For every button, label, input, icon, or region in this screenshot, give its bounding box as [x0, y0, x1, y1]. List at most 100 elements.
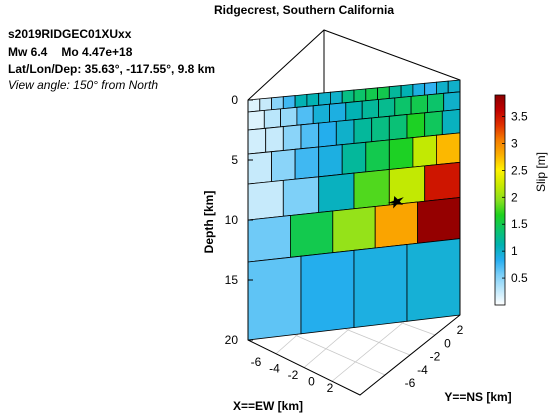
y-axis-label: Y==NS [km] — [444, 390, 511, 404]
slip-patch — [282, 95, 296, 110]
y-tick-label: -4 — [417, 363, 428, 377]
slip-patch — [353, 244, 408, 328]
slip-patch — [247, 255, 302, 341]
slip-patch — [426, 92, 445, 113]
slip-patch — [435, 132, 461, 166]
y-tick-label: -2 — [430, 350, 441, 364]
z-tick-label: 0 — [231, 93, 238, 107]
event-id: s2019RIDGEC01XUxx — [8, 27, 132, 41]
x-tick-label: -6 — [251, 355, 262, 369]
hypocenter-star — [387, 195, 404, 209]
colorbar-tick-label: 0.5 — [511, 271, 528, 285]
slip-patch — [394, 95, 412, 117]
slip-patch — [406, 238, 461, 322]
slip-patch — [412, 134, 437, 168]
slip-patch — [443, 91, 461, 112]
slip-patch — [365, 139, 390, 173]
z-tick-label: 15 — [225, 273, 239, 287]
z-tick-label: 20 — [225, 333, 239, 347]
slip-patch — [341, 89, 355, 104]
colorbar: 0.5 1 1.5 2 2.5 3 3.5 — [494, 94, 528, 306]
y-tick-label: -6 — [405, 376, 416, 390]
slip-patch — [400, 83, 414, 98]
slip-patch — [289, 210, 334, 258]
slip-patch — [447, 79, 461, 94]
slip-patch — [318, 144, 343, 178]
view-angle: View angle: 150° from North — [8, 78, 158, 92]
slip-patch — [282, 124, 302, 151]
slip-patch — [265, 126, 284, 153]
slip-patch — [353, 169, 390, 210]
slip-patch — [341, 141, 367, 175]
colorbar-tick-label: 1.5 — [511, 217, 528, 231]
slip-patch — [424, 161, 461, 202]
slip-patch — [388, 137, 414, 170]
slip-patch — [329, 90, 343, 105]
slip-patch — [318, 120, 337, 148]
seismic-moment: Mo 4.47e+18 — [61, 45, 133, 59]
slip-patch — [371, 115, 390, 143]
slip-patch — [378, 97, 396, 118]
slip-patch — [424, 110, 443, 137]
slip-patch — [374, 201, 419, 249]
slip-patch — [294, 93, 308, 108]
z-tick-label: 10 — [225, 213, 239, 227]
y-tick-label: 0 — [444, 336, 451, 350]
slip-patch — [306, 92, 320, 107]
colorbar-gradient — [494, 94, 506, 306]
chart-title: Ridgecrest, Southern California — [214, 3, 394, 17]
slip-patch — [435, 80, 449, 95]
slip-patch — [247, 127, 267, 155]
slip-patch — [361, 99, 379, 120]
slip-patch — [263, 108, 282, 129]
slip-patch — [353, 88, 367, 103]
hypocenter-location: Lat/Lon/Dep: 35.63°, -117.55°, 9.8 km — [8, 62, 216, 76]
box-bottom-edges — [247, 314, 461, 396]
slip-patch — [247, 109, 265, 131]
slip-patch — [312, 103, 330, 125]
slip-patches — [247, 79, 461, 341]
slip-patch — [282, 176, 320, 217]
slip-patch — [332, 206, 376, 254]
slip-patch — [300, 249, 355, 335]
slip-patch — [406, 112, 426, 139]
slip-patch — [412, 82, 426, 97]
slip-patch — [365, 87, 379, 102]
slip-patch — [329, 102, 347, 123]
x-tick-label: -4 — [269, 362, 280, 376]
slip-patch — [388, 85, 402, 99]
x-axis-label: X==EW [km] — [233, 399, 303, 413]
slip-patch — [335, 119, 355, 146]
slip-patch — [247, 179, 284, 221]
colorbar-tick-label: 2 — [511, 190, 518, 204]
slip-patch — [247, 98, 261, 113]
colorbar-tick-label: 1 — [511, 244, 518, 258]
slip-patch — [345, 100, 363, 121]
slip-patch — [417, 197, 461, 244]
z-axis-label: Depth [km] — [202, 191, 216, 254]
slip-patch — [294, 146, 320, 180]
slip-patch — [353, 117, 373, 144]
colorbar-tick-label: 3 — [511, 136, 518, 150]
slip-patch — [318, 91, 331, 106]
slip-patch — [296, 105, 314, 126]
magnitude: Mw 6.4 — [8, 45, 48, 59]
y-tick-label: 2 — [457, 323, 464, 337]
x-tick-label: -2 — [288, 368, 299, 382]
z-tick-label: 5 — [231, 153, 238, 167]
slip-patch — [271, 148, 296, 183]
magnitude-moment: Mw 6.4 Mo 4.47e+18 — [8, 45, 132, 59]
slip-patch — [271, 96, 284, 111]
slip-patch — [300, 122, 320, 150]
slip-patch — [247, 151, 273, 185]
slip-patch — [410, 94, 428, 115]
slip-patch — [247, 215, 291, 263]
slip-patch — [441, 108, 461, 136]
slip-patch — [424, 81, 437, 96]
slip-patch — [259, 97, 273, 112]
colorbar-label: Slip [m] — [534, 152, 548, 192]
x-tick-label: 2 — [327, 381, 334, 395]
